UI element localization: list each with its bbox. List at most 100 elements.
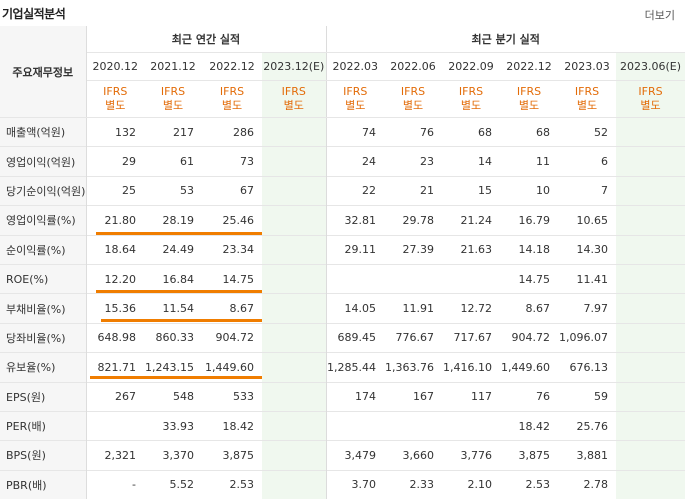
period-header: 2021.12: [144, 52, 202, 81]
separate-label: 별도: [162, 99, 184, 112]
table-cell: 76: [500, 381, 558, 412]
table-cell: [616, 293, 685, 324]
table-cell: [616, 440, 685, 471]
table-cell: 648.98: [86, 322, 144, 353]
table-cell: 53: [144, 175, 202, 206]
table-cell: 267: [86, 381, 144, 412]
table-cell: [262, 205, 327, 236]
period-header: 2020.12: [86, 52, 144, 81]
table-cell: 24: [326, 146, 384, 177]
table-cell: 21.63: [442, 234, 500, 265]
table-cell: [262, 322, 327, 353]
table-cell: 3,479: [326, 440, 384, 471]
table-cell: [262, 440, 327, 471]
table-row: EPS(원) 267 548 533 174 167 117 76 59: [0, 381, 685, 412]
table-cell: [616, 146, 685, 177]
table-cell: 18.64: [86, 234, 144, 265]
table-cell: [442, 263, 500, 294]
ifrs-label: IFRS: [160, 85, 186, 98]
table-cell: 23.34: [202, 234, 262, 265]
table-cell: 61: [144, 146, 202, 177]
table-cell: 3.70: [326, 469, 384, 499]
table-cell: 52: [558, 116, 616, 147]
table-cell: 18.42: [202, 410, 262, 441]
table-row: 당좌비율(%) 648.98 860.33 904.72 689.45 776.67 717…: [0, 322, 685, 353]
table-row: PBR(배) -5.52 2.53 3.70 2.33 2.10 2.53 2.78: [0, 469, 685, 499]
table-cell: 32.81: [326, 205, 384, 236]
table-cell: 24.49: [144, 234, 202, 265]
table-cell: [326, 263, 384, 294]
table-cell: 29.78: [384, 205, 442, 236]
table-header-label: 주요재무정보: [0, 26, 87, 118]
period-header: 2022.03: [326, 52, 384, 81]
table-cell: 29.11: [326, 234, 384, 265]
accounting-standard-label: IFRS 별도: [558, 80, 616, 118]
highlight-underline-debt-ratio: [101, 319, 262, 322]
row-label: 순이익률(%): [0, 234, 87, 265]
period-header: 2023.12(E): [262, 52, 327, 81]
table-cell: 2.53: [500, 469, 558, 499]
table-cell: 14.75: [202, 263, 262, 294]
table-cell: [616, 175, 685, 206]
table-cell: [326, 410, 384, 441]
table-cell: 22: [326, 175, 384, 206]
table-row: 매출액(억원) 132 217 286 74 76 68 68 52: [0, 116, 685, 147]
table-cell: 1,416.10: [442, 352, 500, 383]
table-cell: [616, 205, 685, 236]
table-row: 영업이익률(%) 21.80 28.19 25.46 32.81 29.78 21.24 16…: [0, 205, 685, 236]
table-cell: 676.13: [558, 352, 616, 383]
table-cell: 5.52: [144, 469, 202, 499]
separate-label: 별도: [576, 99, 598, 112]
table-cell: 904.72: [500, 322, 558, 353]
table-row: ROE(%) 12.20 16.84 14.75 14.75 11.41: [0, 263, 685, 294]
table-cell: [262, 352, 327, 383]
table-cell: 2.10: [442, 469, 500, 499]
table-cell: 27.39: [384, 234, 442, 265]
accounting-standard-label: IFRS 별도: [384, 80, 442, 118]
accounting-standard-label: IFRS 별도: [326, 80, 384, 118]
accounting-standard-label: IFRS 별도: [442, 80, 500, 118]
table-cell: 21.80: [86, 205, 144, 236]
row-label: EPS(원): [0, 381, 87, 412]
table-cell: 25.76: [558, 410, 616, 441]
table-cell: 1,363.76: [384, 352, 442, 383]
table-cell: 8.67: [500, 293, 558, 324]
table-cell: 14.18: [500, 234, 558, 265]
table-cell: [616, 410, 685, 441]
group-annual: 최근 연간 실적: [86, 26, 327, 53]
table-cell: 3,875: [202, 440, 262, 471]
ifrs-label: IFRS: [343, 85, 368, 98]
table-cell: 7.97: [558, 293, 616, 324]
row-label: ROE(%): [0, 263, 87, 294]
table-cell: 533: [202, 381, 262, 412]
row-label: PBR(배): [0, 469, 87, 499]
separate-label: 별도: [283, 99, 304, 112]
table-row: 순이익률(%) 18.64 24.49 23.34 29.11 27.39 21.63 14.…: [0, 234, 685, 265]
table-cell: [86, 410, 144, 441]
table-cell: 174: [326, 381, 384, 412]
row-label: PER(배): [0, 410, 87, 441]
table-row: 부채비율(%) 15.36 11.54 8.67 14.05 11.91 12.72 8.67…: [0, 293, 685, 324]
table-cell: 132: [86, 116, 144, 147]
period-header: 2023.06(E): [616, 52, 685, 81]
table-cell: 3,875: [500, 440, 558, 471]
table-cell: -: [86, 469, 144, 499]
table-cell: 14: [442, 146, 500, 177]
table-cell: 67: [202, 175, 262, 206]
highlight-underline-roe: [96, 290, 262, 293]
ifrs-label: IFRS: [219, 85, 245, 98]
row-label: BPS(원): [0, 440, 87, 471]
row-label: 부채비율(%): [0, 293, 87, 324]
more-link[interactable]: 더보기: [644, 9, 675, 22]
accounting-standard-label: IFRS 별도: [202, 80, 262, 118]
period-header: 2023.03: [558, 52, 616, 81]
table-cell: 14.75: [500, 263, 558, 294]
separate-label: 별도: [105, 99, 126, 112]
group-quarter: 최근 분기 실적: [326, 26, 685, 53]
table-cell: 18.42: [500, 410, 558, 441]
table-cell: [384, 410, 442, 441]
table-cell: 3,370: [144, 440, 202, 471]
table-cell: 3,660: [384, 440, 442, 471]
table-cell: 10.65: [558, 205, 616, 236]
table-cell: [262, 469, 327, 499]
